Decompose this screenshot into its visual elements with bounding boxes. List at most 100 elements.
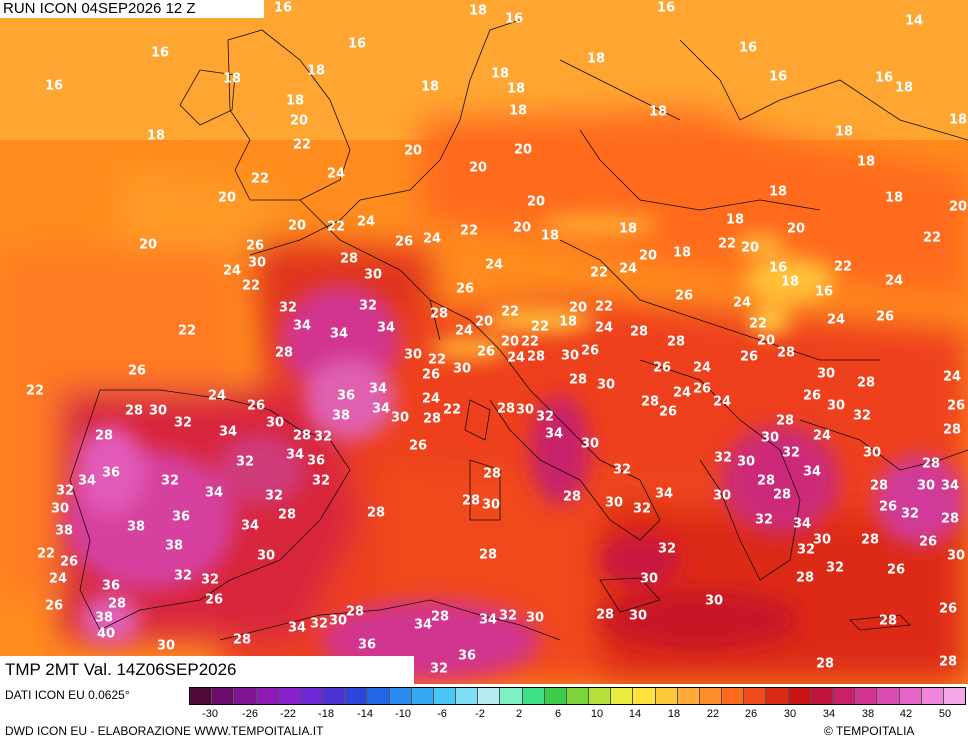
temperature-label: 24: [673, 386, 691, 401]
temperature-label: 34: [372, 402, 390, 417]
temperature-label: 30: [713, 489, 731, 504]
temperature-label: 22: [428, 353, 446, 368]
temperature-label: 26: [247, 399, 265, 414]
temperature-label: 30: [391, 411, 409, 426]
temperature-label: 16: [739, 41, 757, 56]
legend-swatch: [788, 688, 811, 704]
cool-mountains: [430, 215, 835, 360]
temperature-label: 28: [596, 608, 614, 623]
temperature-label: 30: [149, 404, 167, 419]
temperature-label: 20: [218, 191, 236, 206]
temperature-label: 38: [332, 409, 350, 424]
temperature-label: 34: [414, 618, 432, 633]
copyright-text: TEMPOITALIA: [835, 724, 915, 738]
legend-swatch: [566, 688, 590, 704]
temperature-label: 28: [943, 423, 961, 438]
temperature-label: 18: [835, 125, 853, 140]
temperature-label: 26: [803, 389, 821, 404]
temperature-label: 28: [641, 395, 659, 410]
temperature-label: 30: [917, 479, 935, 494]
temperature-label: 20: [787, 222, 805, 237]
temperature-label: 26: [409, 439, 427, 454]
temperature-label: 28: [776, 414, 794, 429]
temperature-label: 32: [279, 301, 297, 316]
temperature-label: 22: [26, 384, 44, 399]
temperature-label: 18: [421, 80, 439, 95]
temperature-label: 28: [922, 457, 940, 472]
temperature-map: 16 18 16 16 14 16 16 16 18 16 18 18 18 18 16 16 18 18 18 20…: [0, 0, 968, 684]
legend-tick-label: 10: [590, 708, 604, 720]
temperature-label: 36: [102, 466, 120, 481]
legend-swatch: [389, 688, 412, 704]
temperature-label: 18: [781, 275, 799, 290]
temperature-label: 24: [619, 262, 637, 277]
temperature-label: 22: [242, 279, 260, 294]
temperature-label: 22: [460, 224, 478, 239]
temperature-label: 16: [769, 261, 787, 276]
temperature-label: 28: [777, 346, 795, 361]
legend-tick-label: 22: [706, 708, 720, 720]
temperature-label: 24: [423, 232, 441, 247]
temperature-label: 20: [475, 315, 493, 330]
temperature-label: 34: [803, 465, 821, 480]
temperature-label: 26: [740, 350, 758, 365]
temperature-label: 20: [569, 301, 587, 316]
temperature-label: 28: [667, 335, 685, 350]
temperature-label: 22: [251, 172, 269, 187]
legend-tick-label: 42: [899, 708, 913, 720]
temperature-label: 38: [95, 611, 113, 626]
legend-swatch: [300, 688, 324, 704]
temperature-label: 32: [174, 569, 192, 584]
temperature-label: 22: [595, 300, 613, 315]
temperature-label: 34: [377, 321, 395, 336]
temperature-label: 22: [443, 403, 461, 418]
temperature-label: 20: [139, 238, 157, 253]
copyright-icon: ©: [824, 724, 836, 738]
temperature-label: 28: [941, 512, 959, 527]
temperature-label: 18: [726, 213, 744, 228]
temperature-label: 34: [286, 448, 304, 463]
temperature-label: 20: [949, 200, 967, 215]
temperature-label: 30: [526, 611, 544, 626]
temperature-label: 30: [453, 362, 471, 377]
temperature-label: 30: [640, 572, 658, 587]
temperature-label: 18: [509, 104, 527, 119]
temperature-label: 36: [458, 649, 476, 664]
temperature-label: 20: [501, 335, 519, 350]
temperature-label: 26: [653, 361, 671, 376]
temperature-label: 18: [587, 52, 605, 67]
legend-swatch: [921, 688, 944, 704]
temperature-label: 26: [246, 239, 264, 254]
temperature-label: 34: [293, 319, 311, 334]
temperature-label: 32: [201, 573, 219, 588]
legend-swatch: [633, 688, 656, 704]
temperature-label: 38: [127, 520, 145, 535]
temperature-label: 28: [630, 325, 648, 340]
legend-swatch: [256, 688, 279, 704]
temperature-label: 30: [51, 502, 69, 517]
temperature-label: 30: [561, 349, 579, 364]
temperature-label: 20: [513, 221, 531, 236]
temperature-label: 30: [863, 446, 881, 461]
temperature-label: 26: [581, 344, 599, 359]
temperature-label: 16: [505, 12, 523, 27]
temperature-label: 28: [293, 429, 311, 444]
temperature-label: 16: [45, 79, 63, 94]
legend-tick-label: 26: [744, 708, 758, 720]
temperature-label: 24: [507, 351, 525, 366]
temperature-label: 28: [563, 490, 581, 505]
temperature-label: 26: [45, 599, 63, 614]
validity-title: TMP 2MT Val. 14Z06SEP2026: [0, 656, 414, 684]
temperature-label: 30: [761, 431, 779, 446]
temperature-label: 30: [737, 455, 755, 470]
temperature-label: 28: [757, 474, 775, 489]
temperature-label: 26: [477, 345, 495, 360]
temperature-label: 30: [482, 498, 500, 513]
legend-tick-label: 6: [554, 708, 562, 720]
temperature-label: 26: [60, 555, 78, 570]
temperature-label: 24: [208, 389, 226, 404]
temperature-label: 30: [827, 399, 845, 414]
temperature-label: 22: [178, 324, 196, 339]
temperature-label: 18: [307, 64, 325, 79]
temperature-label: 22: [590, 266, 608, 281]
